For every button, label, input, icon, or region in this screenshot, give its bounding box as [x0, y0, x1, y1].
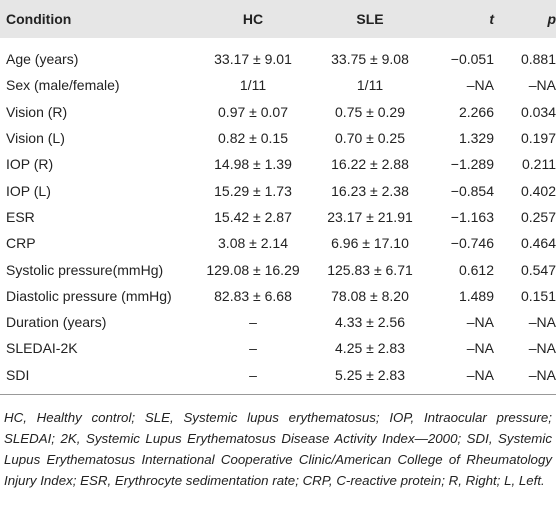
- table-cell: –: [196, 361, 310, 395]
- table-row: Vision (L) 0.82 ± 0.15 0.70 ± 0.25 1.329 0.1…: [0, 125, 556, 151]
- table-row: Sex (male/female) 1/11 1/11 –NA –NA: [0, 72, 556, 98]
- table-row: SLEDAI-2K – 4.25 ± 2.83 –NA –NA: [0, 335, 556, 361]
- table-cell: 129.08 ± 16.29: [206, 261, 300, 278]
- table-cell: Systolic pressure(mmHg): [6, 261, 164, 278]
- table-cell: –NA: [494, 361, 556, 395]
- table-cell: 16.23 ± 2.38: [331, 182, 409, 199]
- table-cell: Sex (male/female): [6, 77, 120, 94]
- table-cell: 1.489: [458, 287, 494, 304]
- table-cell: 14.98 ± 1.39: [214, 156, 292, 173]
- table-cell: 1/11: [239, 77, 267, 94]
- table-cell: 4.33 ± 2.56: [335, 314, 405, 331]
- table-cell: Age (years): [6, 51, 79, 68]
- table-cell: 1.329: [458, 130, 494, 147]
- table-cell: 33.75 ± 9.08: [331, 51, 409, 68]
- table-row: SDI –5.25 ± 2.83 –NA –NA: [0, 361, 556, 395]
- table-row: IOP (L) 15.29 ± 1.73 16.23 ± 2.38 −0.854 0.4…: [0, 177, 556, 203]
- table-cell: –NA: [430, 361, 494, 395]
- table-row: Vision (R) 0.97 ± 0.07 0.75 ± 0.29 2.266 0.0…: [0, 99, 556, 125]
- table-cell: 2.266: [458, 103, 494, 120]
- table-cell: –NA: [466, 314, 494, 331]
- table-cell: Duration (years): [6, 314, 107, 331]
- column-header: SLE: [310, 0, 430, 38]
- table-cell: −0.746: [450, 235, 494, 252]
- table-cell: 0.402: [520, 182, 556, 199]
- table-cell: 5.25 ± 2.83: [310, 361, 430, 395]
- table-cell: 1/11: [356, 77, 384, 94]
- table-cell: 0.464: [520, 235, 556, 252]
- table-cell: 0.75 ± 0.29: [335, 103, 405, 120]
- table-cell: 0.151: [520, 287, 556, 304]
- table-cell: 0.197: [520, 130, 556, 147]
- table-cell: −1.289: [450, 156, 494, 173]
- table-cell: 78.08 ± 8.20: [331, 287, 409, 304]
- table-cell: CRP: [6, 235, 36, 252]
- table-cell: 23.17 ± 21.91: [327, 208, 413, 225]
- table-cell: 0.034: [520, 103, 556, 120]
- table-cell: Vision (L): [6, 130, 65, 147]
- table-row: Age (years) 33.17 ± 9.01 33.75 ± 9.08 −0.05…: [0, 38, 556, 72]
- table-cell: −1.163: [450, 208, 494, 225]
- table-cell: 0.82 ± 0.15: [218, 130, 288, 147]
- table-cell: 125.83 ± 6.71: [327, 261, 413, 278]
- column-header: Condition: [0, 0, 196, 38]
- table-cell: 0.547: [520, 261, 556, 278]
- table-cell: –: [249, 340, 257, 357]
- table-cell: −0.051: [450, 51, 494, 68]
- column-header: HC: [196, 0, 310, 38]
- footnote: HC, Healthy control; SLE, Systemic lupus…: [4, 409, 552, 488]
- table-row: CRP 3.08 ± 2.14 6.96 ± 17.10 −0.746 0.464: [0, 230, 556, 256]
- table-row: Duration (years) – 4.33 ± 2.56 –NA –NA: [0, 309, 556, 335]
- table-cell: 0.97 ± 0.07: [218, 103, 288, 120]
- table-cell: −0.854: [450, 182, 494, 199]
- table-cell: –NA: [466, 340, 494, 357]
- table-cell: IOP (L): [6, 182, 51, 199]
- table-cell: IOP (R): [6, 156, 54, 173]
- table-cell: SLEDAI-2K: [6, 340, 78, 357]
- table-cell: Diastolic pressure (mmHg): [6, 287, 172, 304]
- table-cell: –NA: [528, 77, 556, 94]
- table-cell: SDI: [0, 361, 196, 395]
- table-cell: 15.29 ± 1.73: [214, 182, 292, 199]
- table-cell: 33.17 ± 9.01: [214, 51, 292, 68]
- table-cell: 0.70 ± 0.25: [335, 130, 405, 147]
- table-cell: 0.612: [458, 261, 494, 278]
- table-cell: 3.08 ± 2.14: [218, 235, 288, 252]
- table-cell: –NA: [466, 77, 494, 94]
- table-cell: 4.25 ± 2.83: [335, 340, 405, 357]
- table-cell: –NA: [528, 314, 556, 331]
- table-cell: 82.83 ± 6.68: [214, 287, 292, 304]
- table-cell: 0.881: [520, 51, 556, 68]
- table-row: IOP (R) 14.98 ± 1.39 16.22 ± 2.88 −1.289 0.2…: [0, 151, 556, 177]
- table-cell: ESR: [6, 208, 35, 225]
- table-cell: –NA: [528, 340, 556, 357]
- table-cell: 6.96 ± 17.10: [331, 235, 409, 252]
- table-body: Age (years) 33.17 ± 9.01 33.75 ± 9.08 −0.05…: [0, 38, 556, 395]
- table-cell: –: [249, 314, 257, 331]
- table-cell: 15.42 ± 2.87: [214, 208, 292, 225]
- table-row: ESR 15.42 ± 2.87 23.17 ± 21.91 −1.163 0.257: [0, 204, 556, 230]
- table-cell: 0.257: [520, 208, 556, 225]
- table-cell: 0.211: [522, 156, 556, 173]
- table-row: Systolic pressure(mmHg) 129.08 ± 16.29 125…: [0, 256, 556, 282]
- data-table: Condition HC SLE t p Age (years) 33.17 ± 9.01…: [0, 0, 556, 395]
- column-header: p: [494, 0, 556, 38]
- header-row: Condition HC SLE t p: [0, 0, 556, 38]
- table-row: Diastolic pressure (mmHg) 82.83 ± 6.68 78.…: [0, 283, 556, 309]
- table-cell: 16.22 ± 2.88: [331, 156, 409, 173]
- column-header: t: [430, 0, 494, 38]
- table-cell: Vision (R): [6, 103, 68, 120]
